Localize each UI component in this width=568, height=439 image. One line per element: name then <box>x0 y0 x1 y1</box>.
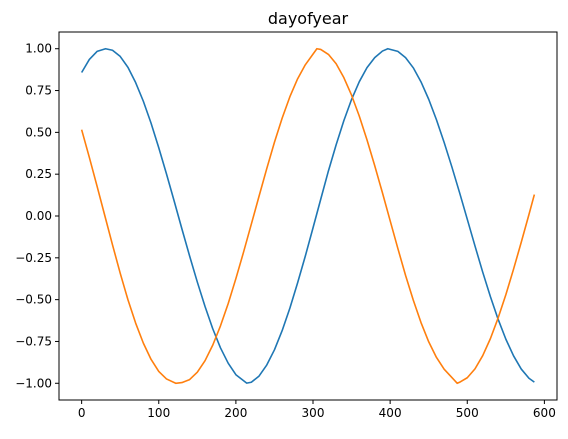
series-line-1 <box>82 49 535 383</box>
x-tick-label: 100 <box>147 406 170 420</box>
x-tick-label: 300 <box>302 406 325 420</box>
y-axis: −1.00 −0.75 −0.50 −0.25 0.00 0.25 0.50 0.75 1.00 <box>15 42 59 391</box>
y-tick-label: −0.25 <box>15 251 52 265</box>
chart-title: dayofyear <box>268 9 349 28</box>
y-tick-label: −0.75 <box>15 334 52 348</box>
y-tick-label: 0.75 <box>25 84 52 98</box>
y-tick-label: −1.00 <box>15 376 52 390</box>
y-tick-label: 1.00 <box>25 42 52 56</box>
y-tick-label: 0.00 <box>25 209 52 223</box>
x-tick-label: 500 <box>456 406 479 420</box>
x-axis: 0 100 200 300 400 500 600 <box>78 400 556 420</box>
y-tick-label: 0.50 <box>25 125 52 139</box>
x-tick-label: 400 <box>379 406 402 420</box>
plot-frame <box>59 32 557 400</box>
plot-lines <box>82 49 535 384</box>
x-tick-label: 600 <box>533 406 556 420</box>
x-tick-label: 0 <box>78 406 86 420</box>
y-tick-label: 0.25 <box>25 167 52 181</box>
y-tick-label: −0.50 <box>15 293 52 307</box>
x-tick-label: 200 <box>224 406 247 420</box>
